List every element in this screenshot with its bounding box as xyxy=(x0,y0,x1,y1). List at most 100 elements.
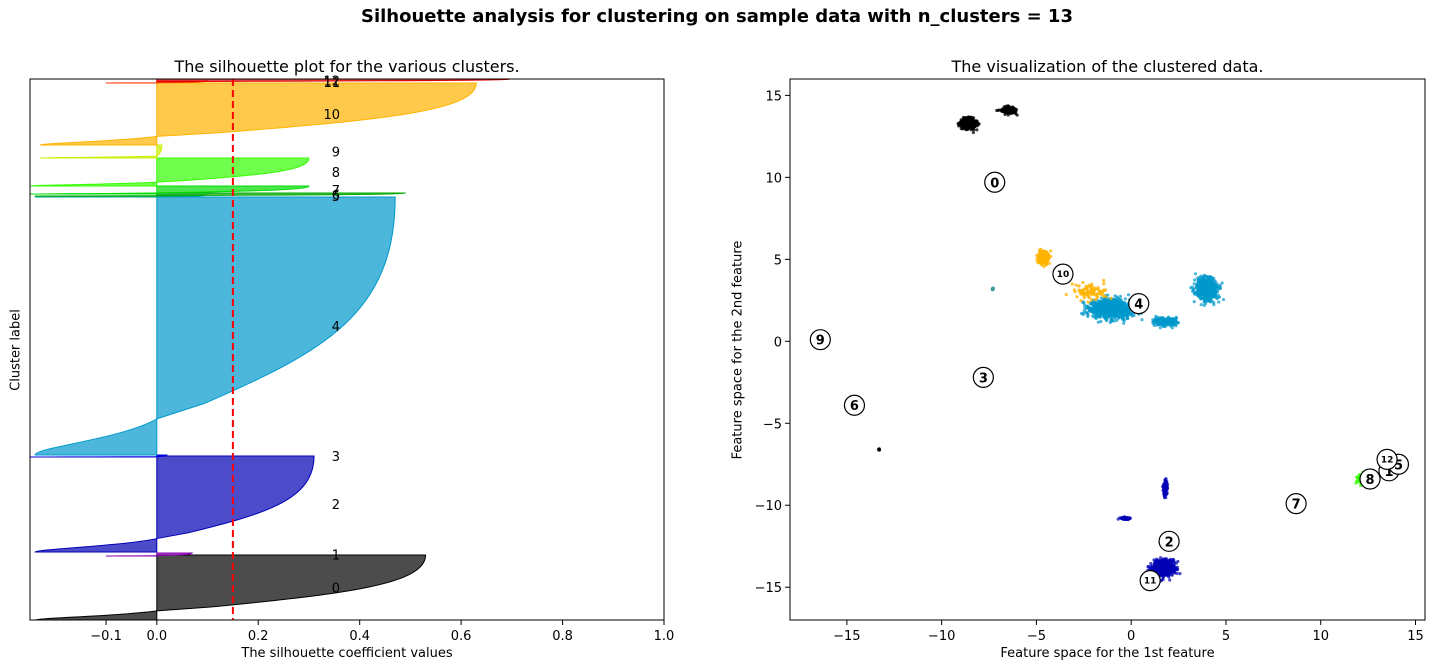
center-0: 0 xyxy=(984,171,1006,193)
center-marker-7 xyxy=(1285,493,1307,515)
cluster-label-5: 5 xyxy=(332,190,340,205)
center-marker-6 xyxy=(843,394,866,416)
cluster-label-12: 12 xyxy=(323,75,340,90)
points-cluster-0b xyxy=(995,104,1019,117)
x-tick-label: 0.4 xyxy=(349,629,370,644)
points-cluster-2 xyxy=(1146,556,1182,583)
center-label-3: 3 xyxy=(979,371,988,386)
scatter-y-tick-label: 10 xyxy=(765,171,782,186)
scatter-x-tick-label: 15 xyxy=(1407,629,1424,644)
silhouette-band-1 xyxy=(105,552,193,557)
x-tick-label: 1.0 xyxy=(654,629,675,644)
points-cluster-3 xyxy=(990,286,995,292)
cluster-label-1: 1 xyxy=(332,549,340,564)
scatter-axes-frame xyxy=(789,78,1426,621)
center-9: 9 xyxy=(809,329,831,351)
silhouette-x-axis-label: The silhouette coefficient values xyxy=(241,646,453,661)
center-label-9: 9 xyxy=(816,334,825,349)
scatter-y-tick-label: −5 xyxy=(763,417,782,432)
points-cluster-4b xyxy=(1189,272,1226,308)
cluster-label-2: 2 xyxy=(332,498,340,513)
center-label-2: 2 xyxy=(1165,535,1174,550)
center-label-11: 11 xyxy=(1144,577,1157,587)
center-label-8: 8 xyxy=(1366,473,1375,488)
center-label-4: 4 xyxy=(1134,298,1143,313)
scatter-y-tick-label: 0 xyxy=(774,335,782,350)
x-tick-label: 0.2 xyxy=(248,629,269,644)
points-cluster-4c xyxy=(1151,314,1181,330)
center-8: 8 xyxy=(1359,468,1381,490)
center-label-1: 1 xyxy=(1384,465,1393,480)
center-marker-9 xyxy=(809,329,831,351)
center-label-12: 12 xyxy=(1381,455,1394,465)
x-tick-label: −0.1 xyxy=(90,629,122,644)
silhouette-axes-frame xyxy=(29,78,665,621)
silhouette-band-8 xyxy=(29,157,310,187)
points-cluster-0 xyxy=(956,115,981,135)
center-marker-4 xyxy=(1128,292,1150,315)
scatter-y-tick-label: 15 xyxy=(765,89,782,104)
center-label-10: 10 xyxy=(1057,270,1070,280)
scatter-x-tick-label: 0 xyxy=(1127,629,1135,644)
silhouette-band-2 xyxy=(34,455,315,553)
points-cluster-10 xyxy=(1035,247,1053,269)
scatter-x-tick-label: −15 xyxy=(833,629,860,644)
points-cluster-4 xyxy=(1079,293,1147,325)
center-label-7: 7 xyxy=(1292,498,1301,513)
silhouette-band-9 xyxy=(39,144,163,159)
silhouette-band-6 xyxy=(33,192,406,197)
center-marker-8 xyxy=(1359,468,1381,490)
x-tick-label: 0.8 xyxy=(552,629,573,644)
cluster-label-9: 9 xyxy=(332,146,340,161)
center-7: 7 xyxy=(1285,493,1307,515)
points-cluster-2c xyxy=(1116,515,1132,522)
points-cluster-2b xyxy=(1161,477,1170,500)
points-cluster-6 xyxy=(877,447,881,452)
scatter-x-tick-label: −10 xyxy=(928,629,955,644)
silhouette-band-4 xyxy=(34,196,396,456)
cluster-label-7: 7 xyxy=(332,184,340,199)
scatter-plot-title: The visualization of the clustered data. xyxy=(951,57,1264,76)
center-6: 6 xyxy=(843,394,866,416)
scatter-x-tick-label: 5 xyxy=(1222,629,1230,644)
cluster-label-3: 3 xyxy=(332,450,340,465)
cluster-label-8: 8 xyxy=(332,166,340,181)
center-marker-2 xyxy=(1158,530,1180,552)
center-label-5: 5 xyxy=(1394,458,1403,473)
center-marker-11 xyxy=(1139,570,1161,592)
silhouette-band-10 xyxy=(39,82,477,146)
center-label-6: 6 xyxy=(850,399,859,414)
points-cluster-10b xyxy=(1064,278,1113,304)
center-2: 2 xyxy=(1158,530,1180,552)
scatter-points xyxy=(877,104,1379,583)
scatter-y-tick-label: −10 xyxy=(755,499,782,514)
x-tick-label: 0.0 xyxy=(146,629,167,644)
center-12: 12 xyxy=(1376,448,1398,470)
center-marker-0 xyxy=(984,171,1006,193)
cluster-label-6: 6 xyxy=(332,189,340,204)
scatter-x-axis-label: Feature space for the 1st feature xyxy=(1000,646,1215,661)
scatter-y-tick-label: 5 xyxy=(774,253,782,268)
silhouette-plot-title: The silhouette plot for the various clus… xyxy=(174,57,520,76)
scatter-y-tick-label: −15 xyxy=(755,581,782,596)
silhouette-band-0 xyxy=(34,554,427,621)
cluster-label-0: 0 xyxy=(332,582,340,597)
center-4: 4 xyxy=(1128,292,1150,315)
figure-title: Silhouette analysis for clustering on sa… xyxy=(361,6,1073,27)
x-tick-label: 0.6 xyxy=(451,629,472,644)
scatter-x-tick-label: 10 xyxy=(1312,629,1329,644)
silhouette-band-7 xyxy=(29,185,310,195)
center-10: 10 xyxy=(1052,263,1074,285)
cluster-label-10: 10 xyxy=(323,108,340,123)
center-3: 3 xyxy=(972,366,994,388)
center-11: 11 xyxy=(1139,570,1161,592)
cluster-label-4: 4 xyxy=(332,320,340,335)
center-marker-3 xyxy=(972,366,994,388)
silhouette-band-12 xyxy=(156,78,513,83)
center-label-0: 0 xyxy=(990,176,999,191)
center-marker-12 xyxy=(1376,448,1398,470)
